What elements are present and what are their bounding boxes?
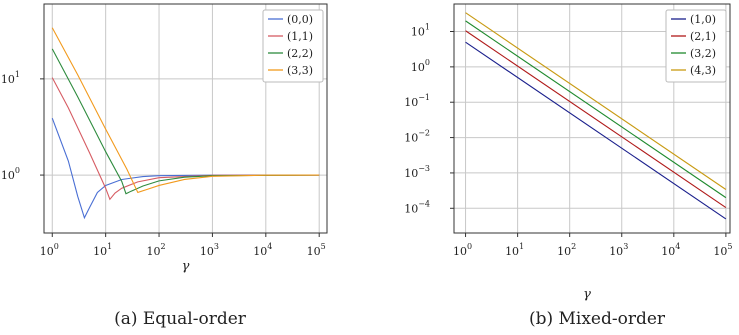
x-axis-label: γ xyxy=(583,287,591,302)
x-tick-base: 10 xyxy=(557,245,571,258)
x-tick-label: 102 xyxy=(146,242,165,258)
y-tick-exponent: −1 xyxy=(418,93,430,102)
legend-box xyxy=(262,9,324,83)
y-tick-exponent: 0 xyxy=(425,58,430,67)
plot-frame xyxy=(453,3,731,234)
y-tick-exponent: 1 xyxy=(425,23,430,32)
y-tick-base: 10 xyxy=(1,73,15,86)
x-tick-label: 101 xyxy=(505,242,524,258)
series-line-2 xyxy=(465,20,727,199)
x-tick-label: 104 xyxy=(253,242,272,258)
y-tick-label: 10−2 xyxy=(404,129,430,145)
y-tick-label: 10−4 xyxy=(404,199,430,215)
series-line-3 xyxy=(51,27,320,194)
legend-label: (3,2) xyxy=(690,47,716,60)
x-tick-base: 10 xyxy=(453,245,467,258)
legend-label: (1,0) xyxy=(690,13,716,26)
series-line-1 xyxy=(51,77,320,201)
figure-caption: (a) Equal-order xyxy=(114,309,247,329)
y-tick-exponent: −2 xyxy=(418,129,430,138)
plot-frame xyxy=(43,3,328,234)
x-tick-label: 104 xyxy=(661,242,680,258)
x-tick-exponent: 1 xyxy=(519,242,524,251)
legend-box xyxy=(665,9,727,83)
y-tick-label: 101 xyxy=(411,23,430,39)
x-tick-base: 10 xyxy=(253,245,267,258)
x-axis-label: γ xyxy=(182,259,190,274)
x-tick-base: 10 xyxy=(200,245,214,258)
x-tick-label: 100 xyxy=(40,242,59,258)
y-tick-base: 10 xyxy=(1,169,15,182)
x-tick-label: 102 xyxy=(557,242,576,258)
y-tick-base: 10 xyxy=(404,96,418,109)
legend-label: (0,0) xyxy=(287,13,313,26)
y-tick-label: 100 xyxy=(411,58,430,74)
legend-label: (2,2) xyxy=(287,47,313,60)
series-line-0 xyxy=(465,41,727,220)
x-tick-exponent: 4 xyxy=(267,242,272,251)
x-tick-exponent: 3 xyxy=(623,242,628,251)
x-tick-base: 10 xyxy=(307,245,321,258)
y-tick-label: 101 xyxy=(1,70,20,86)
x-tick-label: 103 xyxy=(200,242,219,258)
y-tick-base: 10 xyxy=(411,26,425,39)
x-tick-label: 101 xyxy=(93,242,112,258)
legend-label: (3,3) xyxy=(287,64,313,77)
series-line-3 xyxy=(465,12,727,190)
series-line-2 xyxy=(51,48,320,195)
x-tick-label: 103 xyxy=(609,242,628,258)
chart-mixed-order: 100 101 102 103 104 10510−410−310−210−1100101… xyxy=(404,3,732,329)
y-tick-label: 10−1 xyxy=(404,93,430,109)
x-tick-label: 105 xyxy=(307,242,326,258)
x-tick-exponent: 5 xyxy=(727,242,732,251)
figure-caption: (b) Mixed-order xyxy=(529,309,666,329)
y-tick-exponent: 0 xyxy=(15,166,20,175)
x-tick-base: 10 xyxy=(609,245,623,258)
series-line-0 xyxy=(51,118,320,220)
x-tick-exponent: 1 xyxy=(107,242,112,251)
x-tick-exponent: 2 xyxy=(160,242,165,251)
x-tick-base: 10 xyxy=(713,245,727,258)
x-tick-exponent: 2 xyxy=(571,242,576,251)
x-tick-exponent: 3 xyxy=(214,242,219,251)
legend-label: (1,1) xyxy=(287,30,313,43)
y-tick-base: 10 xyxy=(404,202,418,215)
x-tick-exponent: 0 xyxy=(54,242,59,251)
y-tick-exponent: −3 xyxy=(418,164,430,173)
x-tick-exponent: 4 xyxy=(675,242,680,251)
y-tick-base: 10 xyxy=(411,61,425,74)
x-tick-base: 10 xyxy=(505,245,519,258)
x-tick-label: 105 xyxy=(713,242,732,258)
y-tick-label: 10−3 xyxy=(404,164,430,180)
y-tick-exponent: 1 xyxy=(15,70,20,79)
x-tick-base: 10 xyxy=(93,245,107,258)
y-tick-label: 100 xyxy=(1,166,20,182)
x-tick-exponent: 0 xyxy=(467,242,472,251)
y-tick-base: 10 xyxy=(404,167,418,180)
series-line-1 xyxy=(465,30,727,208)
legend-label: (2,1) xyxy=(690,30,716,43)
x-tick-base: 10 xyxy=(661,245,675,258)
y-tick-exponent: −4 xyxy=(418,199,430,208)
x-tick-base: 10 xyxy=(40,245,54,258)
legend-label: (4,3) xyxy=(690,64,716,77)
x-tick-exponent: 5 xyxy=(321,242,326,251)
y-tick-base: 10 xyxy=(404,132,418,145)
x-tick-base: 10 xyxy=(146,245,160,258)
chart-equal-order: 100 101 102 103 104 105100101γ(0,0)(1,1)(2,2)… xyxy=(1,3,328,329)
x-tick-label: 100 xyxy=(453,242,472,258)
